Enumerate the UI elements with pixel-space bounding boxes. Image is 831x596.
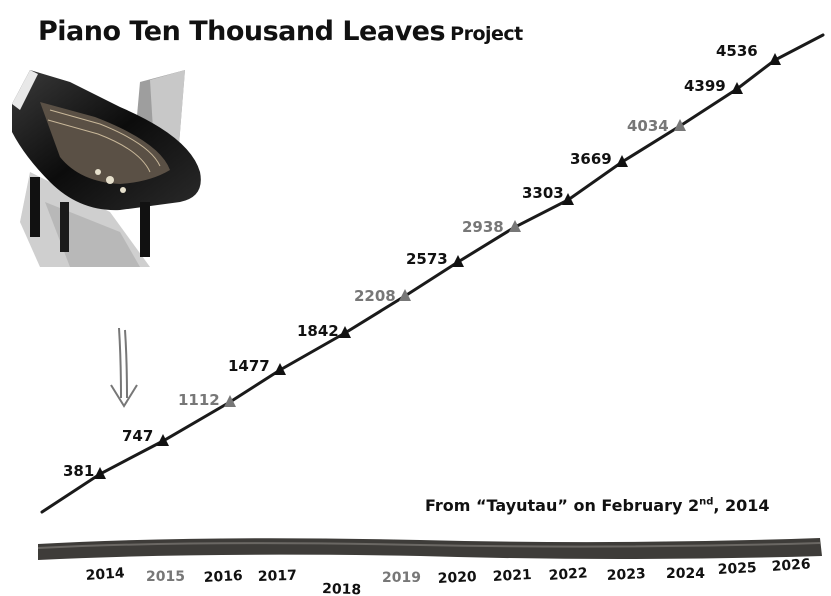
milestone-marker <box>769 53 781 65</box>
year-label: 2022 <box>548 565 588 584</box>
milestone-marker <box>452 255 464 267</box>
growth-line <box>40 33 825 514</box>
milestone-label: 2208 <box>354 287 396 305</box>
milestone-marker <box>94 467 106 479</box>
milestone-label: 4034 <box>627 117 669 135</box>
caption-tail: , 2014 <box>713 496 770 515</box>
year-label: 2020 <box>437 569 477 587</box>
milestone-marker <box>562 193 574 205</box>
milestone-label: 2938 <box>462 218 504 236</box>
milestone-marker <box>224 395 236 407</box>
milestone-label: 1112 <box>178 391 220 409</box>
page-title: Piano Ten Thousand Leaves Project <box>38 16 523 47</box>
year-label: 2014 <box>85 565 125 584</box>
milestone-marker <box>339 326 351 338</box>
year-label: 2018 <box>322 581 362 596</box>
year-label: 2017 <box>258 568 298 585</box>
milestone-marker <box>399 289 411 301</box>
down-arrow-icon <box>110 327 138 408</box>
milestone-marker <box>157 434 169 446</box>
year-label: 2015 <box>146 569 185 585</box>
title-suffix: Project <box>450 23 523 45</box>
caption-superscript: nd <box>699 496 714 508</box>
start-caption: From “Tayutau” on February 2nd, 2014 <box>425 496 770 515</box>
milestone-label: 3303 <box>522 184 564 202</box>
milestone-label: 2573 <box>406 250 448 268</box>
year-label: 2019 <box>382 570 421 586</box>
year-label: 2016 <box>203 568 243 586</box>
milestone-label: 4536 <box>716 42 758 60</box>
year-label: 2024 <box>666 566 705 582</box>
milestone-marker <box>731 82 743 94</box>
milestone-label: 381 <box>63 462 94 480</box>
milestone-marker <box>616 155 628 167</box>
milestone-label: 1842 <box>297 322 339 340</box>
ground-strip <box>38 538 822 560</box>
milestone-marker <box>274 363 286 375</box>
caption-text: From “Tayutau” on February 2 <box>425 496 700 515</box>
grand-piano-image <box>12 70 201 267</box>
milestone-label: 3669 <box>570 150 612 168</box>
milestone-marker <box>509 220 521 232</box>
year-label: 2026 <box>771 556 811 575</box>
title-main: Piano Ten Thousand Leaves <box>38 16 446 47</box>
milestone-label: 747 <box>122 427 153 445</box>
milestone-marker <box>674 119 686 131</box>
year-label: 2021 <box>492 567 532 585</box>
milestone-label: 4399 <box>684 77 726 95</box>
milestone-label: 1477 <box>228 357 270 375</box>
year-label: 2023 <box>606 566 646 584</box>
year-label: 2025 <box>717 560 757 578</box>
